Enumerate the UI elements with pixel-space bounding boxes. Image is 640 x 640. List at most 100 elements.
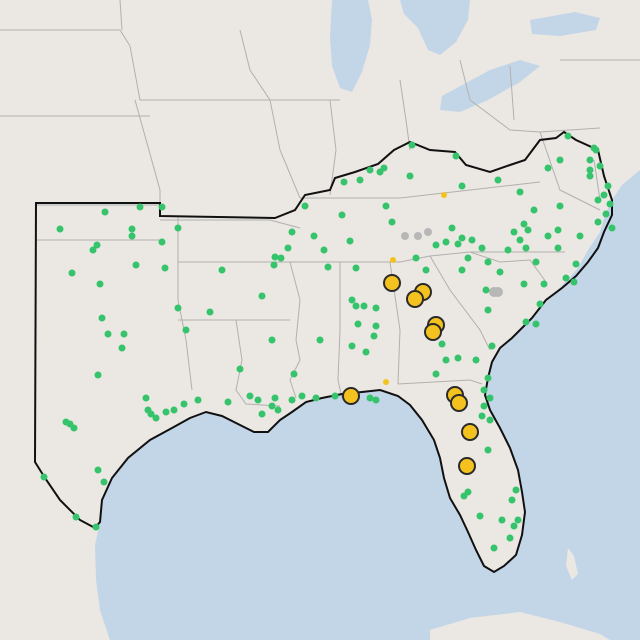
green-site-marker[interactable] [494,176,502,184]
green-site-marker[interactable] [89,246,97,254]
green-site-marker[interactable] [590,144,598,152]
green-site-marker[interactable] [478,412,486,420]
green-site-marker[interactable] [480,402,488,410]
green-site-marker[interactable] [62,418,70,426]
green-site-marker[interactable] [162,408,170,416]
green-site-marker[interactable] [524,226,532,234]
green-site-marker[interactable] [274,406,282,414]
green-site-marker[interactable] [472,356,480,364]
green-site-marker[interactable] [362,348,370,356]
green-site-marker[interactable] [532,320,540,328]
green-site-marker[interactable] [284,244,292,252]
green-site-marker[interactable] [460,492,468,500]
yellow-large-marker[interactable] [424,323,442,341]
green-site-marker[interactable] [92,523,100,531]
green-site-marker[interactable] [510,228,518,236]
green-site-marker[interactable] [331,392,339,400]
green-site-marker[interactable] [366,166,374,174]
green-site-marker[interactable] [438,340,446,348]
yellow-large-marker[interactable] [450,394,468,412]
green-site-marker[interactable] [147,410,155,418]
green-site-marker[interactable] [268,402,276,410]
green-site-marker[interactable] [372,304,380,312]
green-site-marker[interactable] [370,332,378,340]
green-site-marker[interactable] [388,218,396,226]
green-site-marker[interactable] [488,342,496,350]
green-site-marker[interactable] [288,228,296,236]
green-site-marker[interactable] [442,356,450,364]
green-site-marker[interactable] [290,370,298,378]
green-site-marker[interactable] [596,162,604,170]
green-site-marker[interactable] [301,202,309,210]
green-site-marker[interactable] [540,280,548,288]
green-site-marker[interactable] [454,240,462,248]
green-site-marker[interactable] [170,406,178,414]
green-site-marker[interactable] [572,260,580,268]
green-site-marker[interactable] [562,274,570,282]
green-site-marker[interactable] [158,203,166,211]
green-site-marker[interactable] [104,330,112,338]
green-site-marker[interactable] [128,232,136,240]
green-site-marker[interactable] [94,466,102,474]
green-site-marker[interactable] [586,172,594,180]
green-site-marker[interactable] [490,544,498,552]
green-site-marker[interactable] [352,264,360,272]
green-site-marker[interactable] [504,246,512,254]
green-site-marker[interactable] [312,394,320,402]
green-site-marker[interactable] [142,394,150,402]
green-site-marker[interactable] [152,414,160,422]
green-site-marker[interactable] [464,254,472,262]
green-site-marker[interactable] [554,226,562,234]
green-site-marker[interactable] [564,132,572,140]
green-site-marker[interactable] [422,266,430,274]
green-site-marker[interactable] [236,365,244,373]
green-site-marker[interactable] [324,263,332,271]
green-site-marker[interactable] [486,416,494,424]
green-site-marker[interactable] [180,400,188,408]
green-site-marker[interactable] [348,342,356,350]
green-site-marker[interactable] [594,196,602,204]
green-site-marker[interactable] [118,344,126,352]
yellow-large-marker[interactable] [458,457,476,475]
green-site-marker[interactable] [98,314,106,322]
green-site-marker[interactable] [522,244,530,252]
green-site-marker[interactable] [484,258,492,266]
yellow-large-marker[interactable] [406,290,424,308]
green-site-marker[interactable] [340,178,348,186]
green-site-marker[interactable] [182,326,190,334]
green-site-marker[interactable] [520,220,528,228]
green-site-marker[interactable] [570,278,578,286]
green-site-marker[interactable] [380,164,388,172]
green-site-marker[interactable] [498,516,506,524]
green-site-marker[interactable] [338,211,346,219]
green-site-marker[interactable] [56,225,64,233]
green-site-marker[interactable] [458,266,466,274]
green-site-marker[interactable] [496,268,504,276]
green-site-marker[interactable] [484,446,492,454]
green-site-marker[interactable] [554,244,562,252]
green-site-marker[interactable] [586,156,594,164]
green-site-marker[interactable] [520,280,528,288]
green-site-marker[interactable] [480,386,488,394]
green-site-marker[interactable] [486,394,494,402]
green-site-marker[interactable] [594,218,602,226]
green-site-marker[interactable] [271,394,279,402]
green-site-marker[interactable] [356,176,364,184]
green-site-marker[interactable] [218,266,226,274]
green-site-marker[interactable] [206,308,214,316]
green-site-marker[interactable] [320,246,328,254]
green-site-marker[interactable] [93,241,101,249]
green-site-marker[interactable] [161,264,169,272]
green-site-marker[interactable] [532,258,540,266]
green-site-marker[interactable] [101,208,109,216]
green-site-marker[interactable] [484,374,492,382]
green-site-marker[interactable] [372,322,380,330]
green-site-marker[interactable] [258,410,266,418]
green-site-marker[interactable] [522,318,530,326]
green-site-marker[interactable] [128,225,136,233]
green-site-marker[interactable] [246,392,254,400]
green-site-marker[interactable] [277,254,285,262]
green-site-marker[interactable] [316,336,324,344]
green-site-marker[interactable] [516,236,524,244]
